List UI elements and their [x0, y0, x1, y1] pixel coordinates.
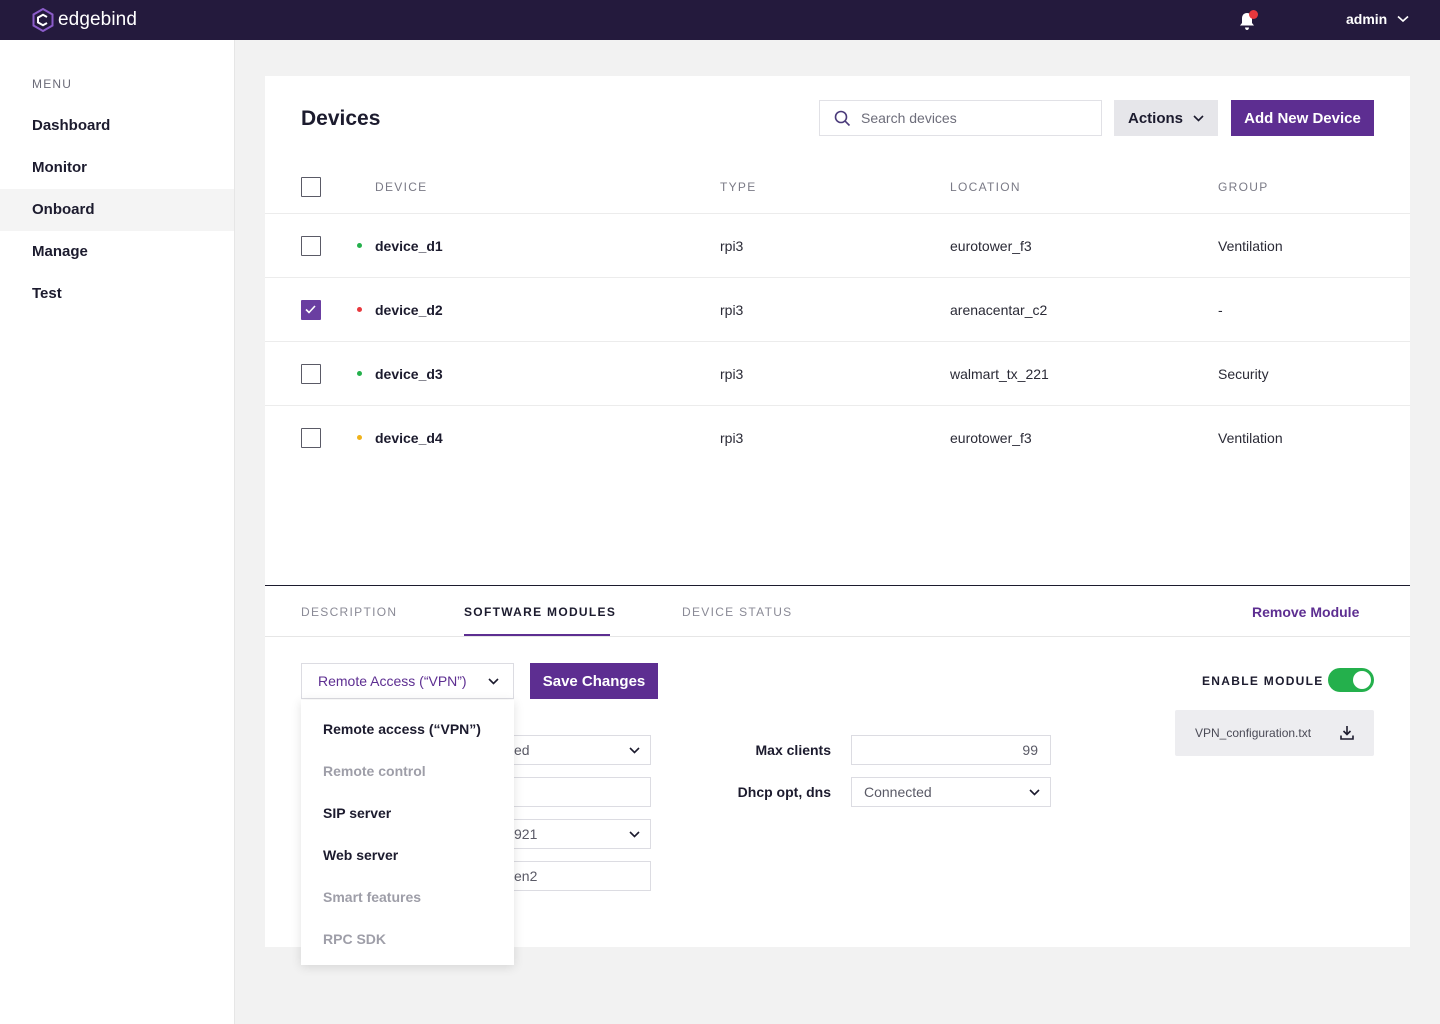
device-type: rpi3: [720, 366, 744, 382]
row-divider: [265, 213, 1410, 214]
tab-description[interactable]: DESCRIPTION: [301, 605, 398, 619]
chevron-down-icon: [488, 678, 499, 685]
brand-logo[interactable]: edgebind: [32, 8, 137, 32]
sidebar-item-monitor[interactable]: Monitor: [32, 159, 87, 176]
tab-software-modules[interactable]: SOFTWARE MODULES: [464, 605, 617, 619]
select-all-checkbox[interactable]: [301, 177, 321, 197]
search-input[interactable]: [861, 110, 1091, 126]
device-type: rpi3: [720, 238, 744, 254]
chevron-down-icon: [629, 831, 640, 838]
device-name[interactable]: device_d1: [375, 238, 443, 254]
toggle-knob: [1353, 671, 1371, 689]
actions-label: Actions: [1127, 109, 1183, 127]
row-divider: [265, 405, 1410, 406]
user-name: admin: [1346, 11, 1388, 27]
device-name[interactable]: device_d2: [375, 302, 443, 318]
top-bar: edgebind admin: [0, 0, 1440, 40]
device-location: eurotower_f3: [950, 430, 1032, 446]
config-select-value: ed: [514, 742, 530, 758]
status-online-indicator: [357, 371, 362, 376]
sidebar: MENU Dashboard Monitor Onboard Manage Te…: [0, 40, 235, 1024]
max-clients-input[interactable]: 99: [851, 735, 1051, 765]
row-divider: [265, 341, 1410, 342]
max-clients-value: 99: [1022, 742, 1038, 758]
max-clients-label: Max clients: [755, 742, 831, 758]
edgebind-logo-icon: [32, 8, 54, 32]
search-box[interactable]: [819, 100, 1102, 136]
enable-module-toggle[interactable]: [1328, 668, 1374, 692]
notification-badge: [1249, 10, 1258, 19]
dropdown-option-remote-access[interactable]: Remote access (“VPN”): [323, 721, 481, 737]
config-select[interactable]: ed: [501, 735, 651, 765]
device-group: Ventilation: [1218, 238, 1283, 254]
panel-divider: [265, 585, 1410, 586]
download-config-button[interactable]: VPN_configuration.txt: [1175, 710, 1374, 756]
status-error-indicator: [357, 307, 362, 312]
row-checkbox[interactable]: [301, 236, 321, 256]
row-divider: [265, 277, 1410, 278]
config-select[interactable]: 921: [501, 819, 651, 849]
device-group: Ventilation: [1218, 430, 1283, 446]
column-header-type[interactable]: TYPE: [720, 180, 757, 194]
save-changes-button[interactable]: Save Changes: [530, 663, 658, 699]
chevron-down-icon: [1397, 15, 1409, 23]
row-checkbox[interactable]: [301, 364, 321, 384]
dhcp-opt-dns-value: Connected: [864, 784, 932, 800]
device-location: arenacentar_c2: [950, 302, 1048, 318]
config-input[interactable]: [501, 777, 651, 807]
device-type: rpi3: [720, 430, 744, 446]
device-name[interactable]: device_d3: [375, 366, 443, 382]
search-icon: [834, 110, 851, 126]
sidebar-item-manage[interactable]: Manage: [32, 243, 88, 260]
download-icon: [1340, 726, 1354, 740]
device-name[interactable]: device_d4: [375, 430, 443, 446]
dropdown-option-web-server[interactable]: Web server: [323, 847, 399, 863]
actions-button[interactable]: Actions: [1114, 100, 1218, 136]
dhcp-opt-dns-label: Dhcp opt, dns: [737, 784, 831, 800]
tab-device-status[interactable]: DEVICE STATUS: [682, 605, 793, 619]
dhcp-opt-dns-select[interactable]: Connected: [851, 777, 1051, 807]
row-checkbox-checked[interactable]: [301, 300, 321, 320]
remove-module-link[interactable]: Remove Module: [1252, 604, 1360, 620]
chevron-down-icon: [1029, 789, 1040, 796]
column-header-device[interactable]: DEVICE: [375, 180, 428, 194]
sidebar-item-onboard[interactable]: Onboard: [0, 189, 234, 231]
enable-module-label: ENABLE MODULE: [1202, 674, 1324, 688]
chevron-down-icon: [1193, 114, 1204, 122]
page-title: Devices: [301, 107, 381, 130]
device-location: walmart_tx_221: [950, 366, 1049, 382]
row-checkbox[interactable]: [301, 428, 321, 448]
dropdown-option-rpc-sdk: RPC SDK: [323, 931, 387, 947]
column-header-group[interactable]: GROUP: [1218, 180, 1269, 194]
menu-title: MENU: [32, 77, 73, 91]
config-input-value: en2: [514, 868, 538, 884]
checkmark-icon: [305, 305, 316, 314]
module-select-value: Remote Access (“VPN”): [318, 673, 467, 689]
active-tab-indicator: [464, 634, 610, 636]
dropdown-option-smart-features: Smart features: [323, 889, 422, 905]
device-group: -: [1218, 302, 1223, 318]
sidebar-item-test[interactable]: Test: [32, 285, 62, 302]
device-type: rpi3: [720, 302, 744, 318]
module-select[interactable]: Remote Access (“VPN”): [301, 663, 514, 699]
chevron-down-icon: [629, 747, 640, 754]
brand-name: edgebind: [58, 9, 137, 30]
device-group: Security: [1218, 366, 1269, 382]
module-dropdown-menu: Remote access (“VPN”) Remote control SIP…: [301, 700, 514, 965]
config-select-value: 921: [514, 826, 538, 842]
device-location: eurotower_f3: [950, 238, 1032, 254]
config-input[interactable]: en2: [501, 861, 651, 891]
sidebar-item-dashboard[interactable]: Dashboard: [32, 117, 111, 134]
tabs-divider: [265, 636, 1410, 637]
user-menu[interactable]: admin: [1346, 11, 1409, 27]
add-new-device-button[interactable]: Add New Device: [1231, 100, 1374, 136]
status-warning-indicator: [357, 435, 362, 440]
dropdown-option-remote-control: Remote control: [323, 763, 426, 779]
status-online-indicator: [357, 243, 362, 248]
dropdown-option-sip-server[interactable]: SIP server: [323, 805, 392, 821]
column-header-location[interactable]: LOCATION: [950, 180, 1021, 194]
file-name: VPN_configuration.txt: [1195, 726, 1312, 740]
